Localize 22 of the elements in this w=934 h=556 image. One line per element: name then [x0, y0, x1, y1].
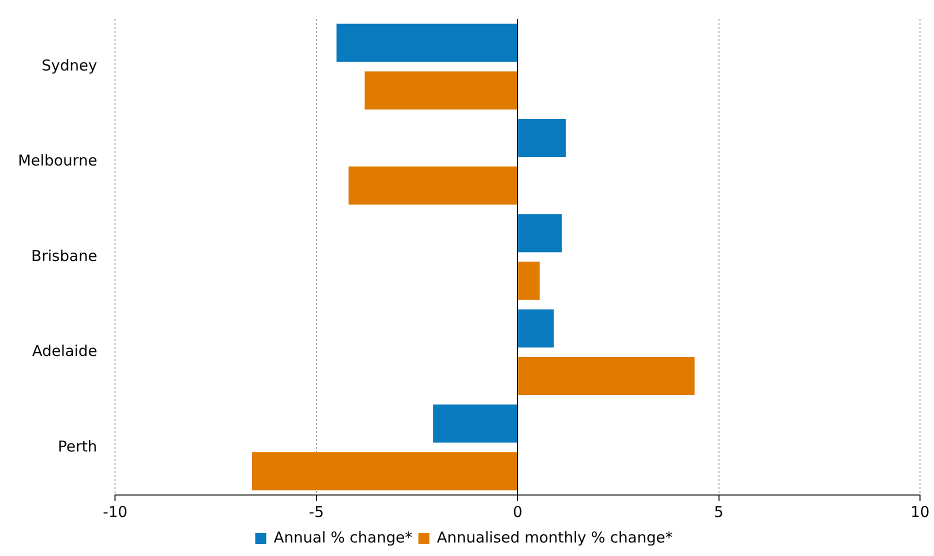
bar — [518, 356, 695, 396]
legend-label: Annual % change* — [274, 528, 413, 546]
y-tick-label: Perth — [58, 437, 98, 456]
y-tick-label: Melbourne — [18, 152, 98, 170]
x-tick-label: -5 — [308, 502, 324, 521]
bar — [348, 166, 518, 205]
y-tick-label: Adelaide — [32, 342, 98, 360]
x-tick-label: 5 — [714, 502, 724, 521]
bar — [518, 214, 562, 252]
legend-label: Annualised monthly % change* — [436, 528, 674, 546]
x-tick-label: 10 — [910, 502, 930, 521]
y-tick-label: Brisbane — [31, 246, 98, 265]
bar — [518, 262, 540, 300]
bar — [364, 71, 518, 110]
bar — [336, 24, 518, 62]
bar — [518, 309, 554, 348]
bar — [518, 118, 566, 158]
x-tick-label: 0 — [512, 502, 522, 521]
x-tick-label: -10 — [102, 502, 128, 521]
y-tick-label: Sydney — [42, 56, 98, 74]
bar — [433, 404, 518, 443]
bar — [252, 452, 518, 490]
